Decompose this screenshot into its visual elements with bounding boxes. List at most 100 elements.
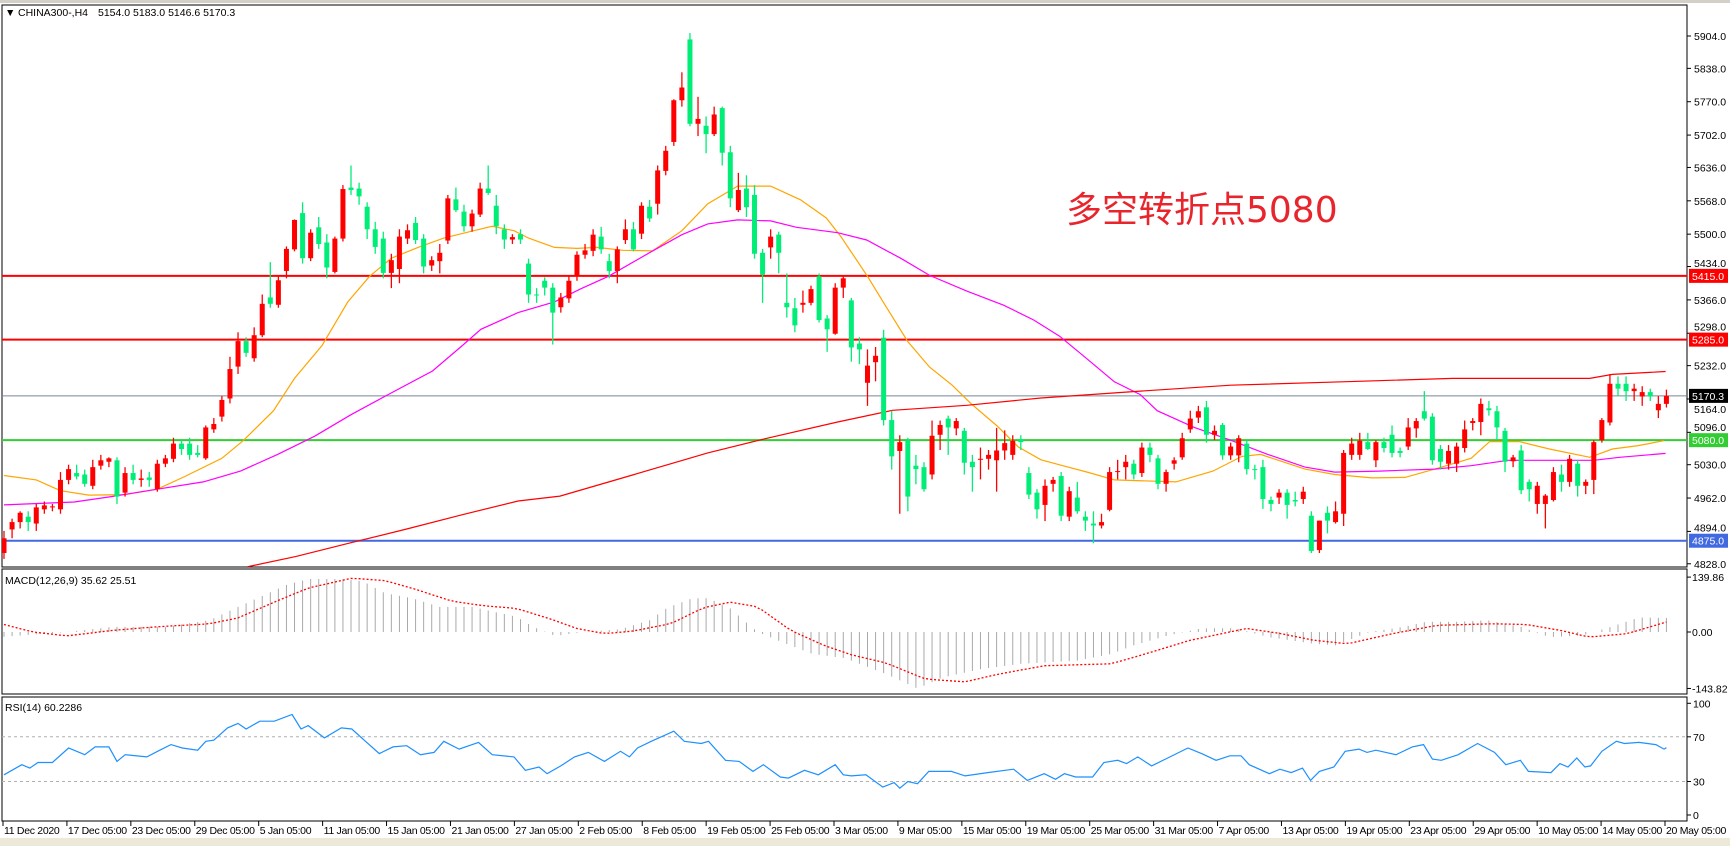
candle <box>1203 400 1209 443</box>
candle-body-bull <box>388 260 394 273</box>
price-tick-label: 4894.0 <box>1694 523 1726 535</box>
candle <box>1308 511 1314 553</box>
candle <box>1405 418 1411 450</box>
candle-body-bear <box>1381 442 1387 449</box>
candle-body-bear <box>130 473 136 480</box>
candle <box>1341 449 1347 527</box>
candle <box>1066 486 1072 522</box>
candle <box>1187 410 1193 433</box>
candle-body-bull <box>211 423 217 430</box>
price-pane[interactable]: 5904.0 5838.0 5770.0 5702.0 5636.0 5568.0 5500… <box>1 4 1729 571</box>
candle <box>1647 388 1653 401</box>
candle <box>405 224 410 244</box>
candle <box>130 464 136 485</box>
candle-body-bull <box>437 252 443 262</box>
candle <box>187 437 193 460</box>
candle <box>1429 413 1435 465</box>
candle-body-bear <box>816 276 822 320</box>
candle <box>1292 491 1298 507</box>
candle-body-bear <box>1559 474 1565 482</box>
candle-body-bull <box>1212 430 1217 435</box>
candle-body-bull <box>937 424 943 435</box>
candle-body-bull <box>1139 447 1145 474</box>
candle-body-bull <box>235 341 241 367</box>
candle <box>864 349 870 406</box>
candle-body-bull <box>477 188 483 215</box>
candle <box>1252 464 1258 480</box>
price-tick-label: 5298.0 <box>1694 322 1726 334</box>
candle-body-bear <box>534 294 540 296</box>
candle-body-bull <box>332 238 338 272</box>
candle <box>897 435 903 514</box>
candle <box>469 209 475 232</box>
candle-body-bull <box>283 248 289 271</box>
candle-body-bear <box>1437 449 1443 462</box>
candle-body-bear <box>461 211 467 227</box>
candle-body-bull <box>1300 491 1306 500</box>
candle <box>501 224 507 249</box>
candle-body-bear <box>324 242 330 268</box>
candle <box>1050 476 1056 492</box>
candle <box>542 277 548 296</box>
candle-body-bull <box>396 236 402 269</box>
candle <box>98 454 104 470</box>
candle <box>574 251 580 281</box>
candle <box>485 165 491 195</box>
candle-body-bear <box>493 205 499 227</box>
candle <box>243 337 249 357</box>
candle <box>1567 454 1573 487</box>
candle-body-bull <box>1316 520 1322 551</box>
candle <box>1526 479 1532 502</box>
candle-body-bear <box>889 420 895 457</box>
time-tick-label: 25 Feb 05:00 <box>771 825 830 837</box>
candle <box>856 337 862 365</box>
candle-body-bear <box>1365 442 1371 450</box>
candle-body-bull <box>1639 392 1645 397</box>
collapse-triangle-icon[interactable]: ▼ <box>5 7 15 19</box>
candle <box>203 425 209 460</box>
candle <box>1591 440 1597 495</box>
candle <box>25 511 31 531</box>
candle-body-bull <box>1236 438 1242 456</box>
candle <box>776 231 782 274</box>
candle-body-bull <box>1050 479 1056 484</box>
candle-body-bear <box>1131 463 1137 475</box>
candle <box>889 410 895 470</box>
candle-body-bear <box>526 263 532 295</box>
candle-body-bull <box>203 427 209 459</box>
candle <box>1074 481 1080 514</box>
candle <box>1470 418 1476 431</box>
candle-body-bull <box>1002 443 1008 451</box>
candle <box>1462 420 1468 453</box>
candle-body-bear <box>1502 430 1508 462</box>
candle-body-bull <box>106 458 112 462</box>
candle <box>1655 396 1661 419</box>
candle <box>66 464 72 485</box>
candle-body-bear <box>1026 473 1032 495</box>
bottom-tab-strip[interactable] <box>0 838 1730 846</box>
candle <box>832 283 838 335</box>
candle-body-bull <box>1655 403 1661 411</box>
rsi-pane[interactable]: 100 70 30 0 <box>1 696 1711 822</box>
macd-pane[interactable]: 139.86 0.00 -143.82 <box>1 568 1728 695</box>
price-tick-label: 5770.0 <box>1694 97 1726 109</box>
candle-body-bear <box>1268 500 1274 504</box>
candle <box>1099 513 1105 529</box>
candle <box>1357 432 1363 460</box>
candle-body-bull <box>808 289 814 303</box>
time-tick-label: 29 Apr 05:00 <box>1474 825 1530 837</box>
candle-body-bear <box>727 152 733 199</box>
candle <box>639 202 645 240</box>
candle-body-bull <box>1228 446 1234 456</box>
candle <box>1349 437 1355 460</box>
candle <box>300 202 306 264</box>
candle <box>235 332 241 374</box>
candle <box>1155 454 1161 490</box>
rsi-line <box>3 713 1667 790</box>
time-tick-label: 29 Dec 05:00 <box>196 825 255 837</box>
time-tick-label: 19 Mar 05:00 <box>1027 825 1086 837</box>
candle-body-bull <box>1478 403 1484 423</box>
candle-body-bull <box>17 512 23 523</box>
candle-body-bear <box>969 461 975 468</box>
